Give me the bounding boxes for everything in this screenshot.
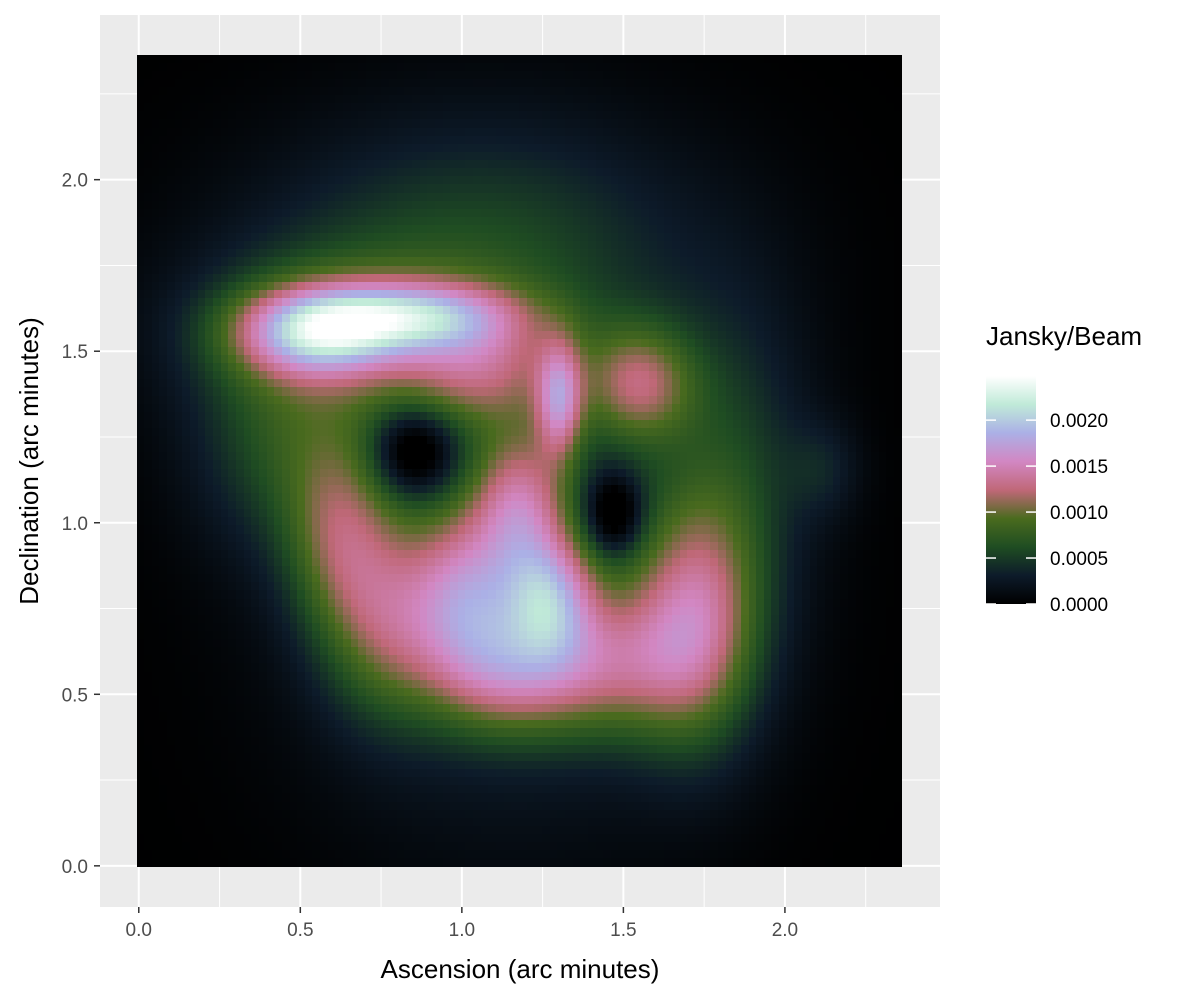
x-tick-label: 0.0	[126, 920, 152, 941]
legend-ticks: 0.0020 0.0015 0.0010 0.0005 0.0000	[986, 411, 1108, 616]
y-tick-label: 2.0	[62, 171, 88, 192]
legend-label: 0.0010	[1050, 503, 1108, 524]
y-tick-label: 1.5	[62, 342, 88, 363]
legend-label: 0.0000	[1050, 595, 1108, 616]
x-axis-title: Ascension (arc minutes)	[381, 954, 660, 984]
y-tick-label: 0.5	[62, 685, 88, 706]
legend-label: 0.0020	[1050, 411, 1108, 432]
y-axis-title: Declination (arc minutes)	[14, 317, 44, 605]
x-tick-label: 1.0	[449, 920, 475, 941]
x-tick-label: 2.0	[772, 920, 798, 941]
legend-colorbar	[986, 376, 1036, 604]
y-tick-label: 1.0	[62, 514, 88, 535]
legend-label: 0.0015	[1050, 457, 1108, 478]
y-axis: 0.0 0.5 1.0 1.5 2.0	[62, 171, 100, 878]
x-axis: 0.0 0.5 1.0 1.5 2.0	[126, 907, 798, 941]
y-tick-label: 0.0	[62, 857, 88, 878]
legend: Jansky/Beam 0.00200.00150.00100.00050.00…	[986, 321, 1142, 616]
legend-title: Jansky/Beam	[986, 321, 1142, 351]
legend-label: 0.0005	[1050, 549, 1108, 570]
x-tick-label: 1.5	[610, 920, 636, 941]
x-tick-label: 0.5	[287, 920, 313, 941]
heatmap-raster	[137, 55, 902, 867]
